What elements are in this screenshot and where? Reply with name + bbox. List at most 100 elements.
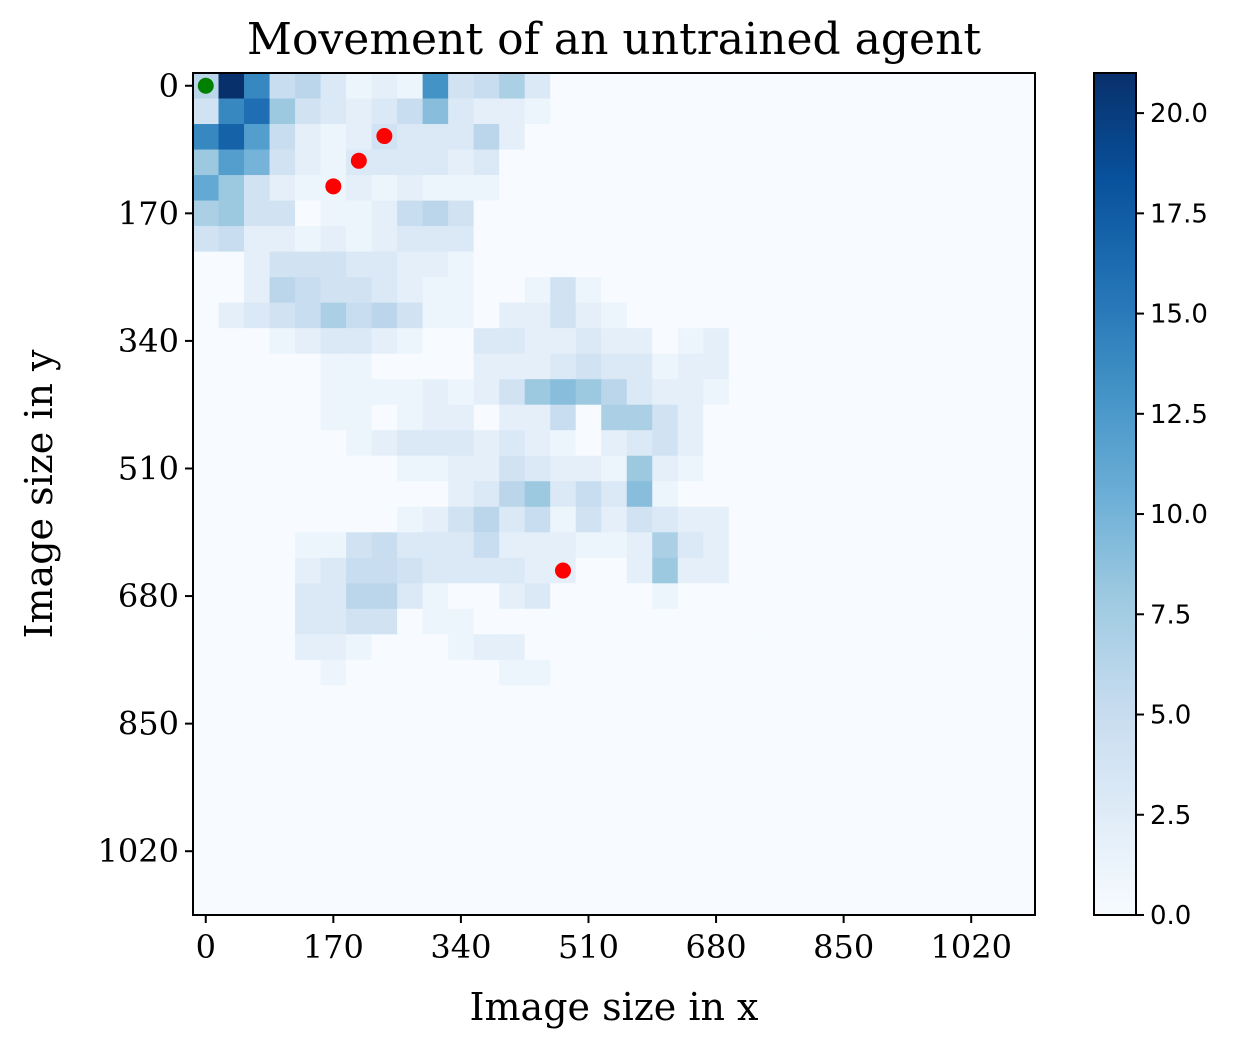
heatmap-cell: [958, 838, 985, 865]
x-tick-label: 850: [813, 928, 874, 966]
heatmap-cell: [677, 812, 704, 840]
heatmap-cell: [320, 455, 347, 482]
y-tick-label: 510: [118, 449, 179, 487]
heatmap-cell: [830, 736, 857, 763]
colorbar-tick-label: 10.0: [1150, 500, 1208, 530]
heatmap-cell: [320, 634, 347, 661]
heatmap-cell: [499, 404, 526, 431]
heatmap-cell: [881, 251, 909, 278]
heatmap-cell: [295, 608, 322, 635]
heatmap-cell: [958, 583, 985, 610]
heatmap-cell: [320, 328, 347, 355]
heatmap-cell: [881, 73, 909, 100]
heatmap-cell: [473, 736, 500, 763]
heatmap-cell: [983, 557, 1011, 584]
heatmap-cell: [958, 506, 985, 533]
heatmap-cell: [779, 736, 806, 763]
heatmap-cell: [397, 532, 424, 559]
heatmap-cell: [295, 557, 322, 584]
heatmap-cell: [295, 787, 322, 814]
heatmap-cell: [907, 761, 934, 789]
heatmap-cell: [1009, 404, 1036, 431]
heatmap-cell: [983, 710, 1011, 737]
heatmap-cell: [983, 583, 1011, 610]
heatmap-cell: [626, 251, 653, 278]
heatmap-cell: [652, 277, 679, 304]
heatmap-cell: [677, 787, 704, 814]
heatmap-cell: [932, 787, 960, 814]
heatmap-cell: [422, 277, 449, 304]
heatmap-cell: [422, 761, 449, 789]
heatmap-cell: [677, 328, 704, 355]
heatmap-cell: [728, 200, 755, 227]
heatmap-cell: [575, 889, 602, 916]
heatmap-cell: [448, 761, 475, 789]
heatmap-cell: [422, 506, 449, 533]
heatmap-cell: [754, 200, 781, 227]
heatmap-cell: [626, 838, 653, 865]
heatmap-cell: [779, 532, 806, 559]
heatmap-cell: [1009, 659, 1036, 686]
heatmap-cell: [499, 302, 526, 329]
heatmap-cell: [779, 863, 806, 891]
heatmap-cell: [626, 506, 653, 533]
heatmap-cell: [346, 812, 373, 840]
heatmap-cell: [754, 430, 781, 457]
heatmap-cell: [320, 863, 347, 891]
heatmap-cell: [932, 685, 960, 712]
heatmap-cell: [575, 251, 602, 278]
heatmap-cell: [575, 761, 602, 789]
y-tick-label: 850: [118, 705, 179, 743]
heatmap-cell: [626, 532, 653, 559]
heatmap-cell: [448, 608, 475, 635]
heatmap-cell: [703, 838, 730, 865]
heatmap-cell: [269, 73, 296, 100]
y-axis-label: Image size in y: [17, 349, 61, 639]
heatmap-cell: [524, 685, 551, 712]
heatmap-cell: [830, 200, 857, 227]
heatmap-cell: [448, 838, 475, 865]
heatmap-cell: [881, 659, 909, 686]
heatmap-cell: [524, 251, 551, 278]
heatmap-cell: [932, 302, 960, 329]
heatmap-cell: [218, 608, 245, 635]
heatmap-cell: [754, 302, 781, 329]
heatmap-cell: [983, 200, 1011, 227]
heatmap-cell: [371, 863, 398, 891]
heatmap-cell: [907, 863, 934, 891]
heatmap-cell: [983, 73, 1011, 100]
heatmap-cell: [397, 328, 424, 355]
heatmap-cell: [422, 812, 449, 840]
heatmap-cell: [856, 710, 883, 737]
heatmap-cell: [524, 149, 551, 176]
heatmap-cell: [652, 149, 679, 176]
heatmap-cell: [473, 863, 500, 891]
heatmap-cell: [677, 685, 704, 712]
heatmap-cell: [269, 302, 296, 329]
heatmap-cell: [805, 481, 832, 508]
heatmap-cell: [652, 481, 679, 508]
heatmap-cell: [244, 557, 271, 584]
heatmap-cell: [397, 736, 424, 763]
heatmap-cell: [907, 404, 934, 431]
heatmap-cell: [779, 608, 806, 635]
x-tick-label: 340: [430, 928, 491, 966]
heatmap-cell: [550, 787, 577, 814]
heatmap-cell: [550, 710, 577, 737]
heatmap-cell: [1009, 481, 1036, 508]
heatmap-cell: [652, 251, 679, 278]
heatmap-cell: [626, 710, 653, 737]
heatmap-cell: [575, 149, 602, 176]
heatmap-cell: [830, 353, 857, 380]
heatmap-cell: [703, 251, 730, 278]
heatmap-cell: [805, 98, 832, 125]
heatmap-cell: [779, 455, 806, 482]
heatmap-cell: [473, 73, 500, 100]
heatmap-cell: [932, 532, 960, 559]
heatmap-cell: [422, 710, 449, 737]
heatmap-cell: [652, 200, 679, 227]
heatmap-cell: [805, 430, 832, 457]
heatmap-cell: [907, 685, 934, 712]
heatmap-cell: [754, 787, 781, 814]
heatmap-cell: [193, 557, 220, 584]
